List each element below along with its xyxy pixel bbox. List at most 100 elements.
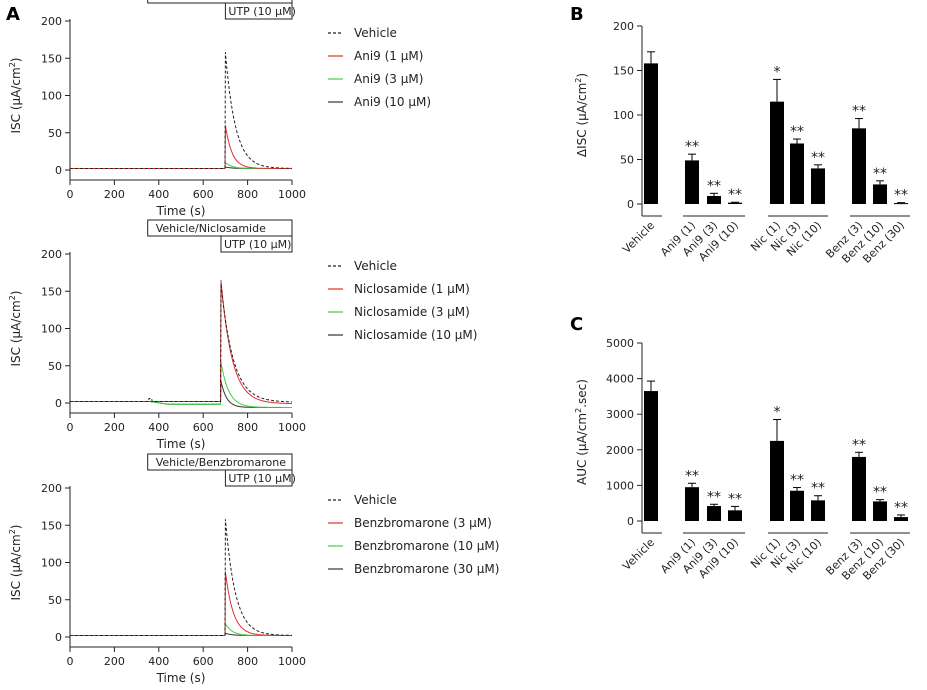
significance-marker: * — [774, 64, 781, 80]
bar — [873, 501, 887, 521]
y-tick-label: 0 — [627, 198, 634, 211]
y-tick-label: 50 — [620, 154, 634, 167]
y-tick-label: 2000 — [606, 444, 634, 457]
bar — [644, 391, 658, 521]
y-axis-label: ISC (μA/cm2) — [8, 58, 23, 134]
bar — [685, 160, 699, 204]
trace-line — [70, 161, 292, 169]
bar — [811, 500, 825, 521]
trace-line — [70, 283, 292, 403]
significance-marker: ** — [685, 139, 699, 155]
bar — [644, 63, 658, 204]
legend-label: Vehicle — [354, 26, 397, 40]
bar — [707, 506, 721, 521]
x-axis-label: Time (s) — [156, 671, 206, 685]
bar — [728, 510, 742, 521]
significance-marker: ** — [685, 468, 699, 484]
utp-box — [224, 2, 293, 20]
x-tick-label: 0 — [67, 421, 74, 434]
significance-marker: ** — [790, 124, 804, 140]
trace-chart-ani9: 0 50 100 150 200 0 200 400 600 800 1000 Time (s) ISC… — [8, 0, 431, 218]
y-tick-label: 50 — [48, 360, 62, 373]
trace-line — [70, 361, 292, 408]
y-tick-label: 100 — [613, 109, 634, 122]
y-axis-label: AUC (μA/cm2.sec) — [574, 379, 589, 485]
y-axis-label-end: ) — [9, 291, 23, 296]
significance-marker: ** — [873, 485, 887, 501]
y-axis-label-main: ISC (μA/cm — [9, 300, 23, 366]
y-tick-label: 100 — [41, 557, 62, 570]
x-tick-label: 800 — [237, 188, 258, 201]
x-tick-label: 600 — [193, 421, 214, 434]
y-tick-label: 150 — [41, 519, 62, 532]
y-axis-label: ISC (μA/cm2) — [8, 525, 23, 601]
utp-label: UTP (10 μM) — [228, 472, 295, 485]
x-tick-label: 800 — [237, 655, 258, 668]
y-tick-label: 0 — [55, 164, 62, 177]
y-axis-label-main: ISC (μA/cm — [9, 67, 23, 133]
y-tick-label: 50 — [48, 594, 62, 607]
y-axis-label-sup: 2 — [574, 78, 583, 83]
category-label: Vehicle — [620, 536, 657, 573]
bar — [790, 143, 804, 204]
utp-label: UTP (10 μM) — [224, 238, 291, 251]
y-axis-label-sup: 2 — [8, 62, 17, 67]
legend-label: Ani9 (3 μM) — [354, 72, 423, 86]
y-tick-label: 100 — [41, 323, 62, 336]
significance-marker: ** — [811, 481, 825, 497]
y-tick-label: 150 — [41, 285, 62, 298]
trace-chart-niclosamide: 0 50 100 150 200 0 200 400 600 800 1000 Time (s) ISC… — [8, 219, 477, 451]
y-tick-label: 0 — [627, 515, 634, 528]
significance-marker: ** — [728, 491, 742, 507]
category-label: Vehicle — [620, 219, 657, 256]
legend-label: Niclosamide (1 μM) — [354, 282, 470, 296]
trace-line — [70, 571, 292, 636]
trace-line — [70, 380, 292, 408]
y-axis-label: ΔISC (μA/cm2) — [574, 73, 589, 157]
y-axis-label: ISC (μA/cm2) — [8, 291, 23, 367]
y-axis-label-sup: 2 — [574, 408, 583, 413]
y-axis-label-main: ΔISC (μA/cm — [575, 83, 589, 157]
x-axis-label: Time (s) — [156, 437, 206, 451]
significance-marker: ** — [728, 187, 742, 203]
panel-letter-b: B — [570, 4, 584, 25]
bar — [685, 487, 699, 521]
legend-label: Vehicle — [354, 259, 397, 273]
legend-label: Ani9 (10 μM) — [354, 95, 431, 109]
significance-marker: ** — [852, 104, 866, 120]
y-axis-label-end: ) — [575, 73, 589, 78]
x-tick-label: 1000 — [278, 188, 306, 201]
y-tick-label: 100 — [41, 90, 62, 103]
treatment-label: Vehicle/Niclosamide — [156, 222, 266, 235]
treatment-box — [147, 219, 293, 237]
y-tick-label: 200 — [41, 248, 62, 261]
utp-box — [220, 235, 293, 253]
legend-label: Vehicle — [354, 493, 397, 507]
bar-chart-auc: 0 1000 2000 3000 4000 5000 AUC (μA/cm2.sec) Veh… — [574, 337, 910, 583]
bar — [770, 101, 784, 204]
y-tick-label: 3000 — [606, 408, 634, 421]
significance-marker: ** — [707, 489, 721, 505]
x-tick-label: 400 — [148, 188, 169, 201]
x-tick-label: 0 — [67, 655, 74, 668]
significance-marker: ** — [873, 166, 887, 182]
significance-marker: ** — [790, 473, 804, 489]
trace-line — [70, 280, 292, 404]
x-tick-label: 400 — [148, 655, 169, 668]
legend-label: Benzbromarone (30 μM) — [354, 562, 499, 576]
treatment-label: Vehicle/Benzbromarone — [156, 456, 287, 469]
y-tick-label: 0 — [55, 631, 62, 644]
y-axis-label-sup: 2 — [8, 295, 17, 300]
x-axis-label: Time (s) — [156, 204, 206, 218]
y-tick-label: 200 — [41, 15, 62, 28]
x-tick-label: 1000 — [278, 421, 306, 434]
trace-line — [70, 125, 292, 169]
y-tick-label: 50 — [48, 127, 62, 140]
bar — [873, 184, 887, 204]
legend-label: Benzbromarone (10 μM) — [354, 539, 499, 553]
x-tick-label: 200 — [104, 655, 125, 668]
bar — [728, 202, 742, 204]
y-axis-label-main: ISC (μA/cm — [9, 534, 23, 600]
significance-marker: ** — [894, 188, 908, 204]
y-axis-label-end: ) — [9, 525, 23, 530]
